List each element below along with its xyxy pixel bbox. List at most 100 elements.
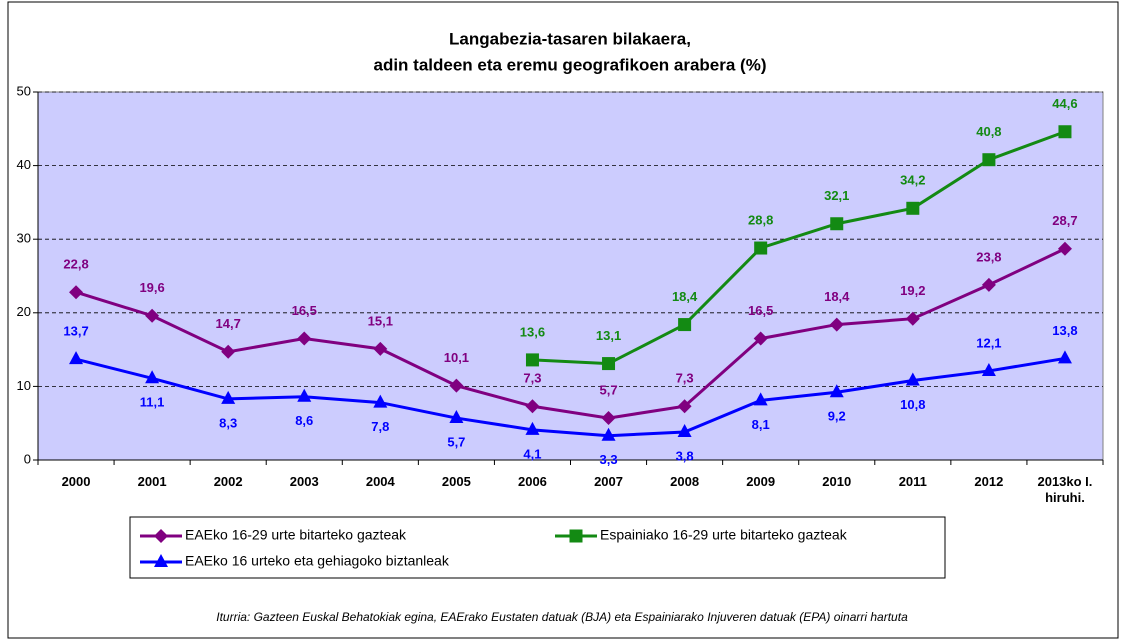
- marker: [981, 362, 996, 376]
- series-line: [75, 247, 1066, 420]
- series-line: [75, 356, 1066, 438]
- x-tick-label: 2002: [213, 474, 243, 489]
- marker: [677, 424, 692, 438]
- data-label: 13,6: [520, 324, 545, 339]
- data-label: 18,4: [824, 289, 850, 304]
- marker: [906, 201, 920, 215]
- data-label: 10,1: [444, 350, 469, 365]
- chart-subtitle: adin taldeen eta eremu geografikoen arab…: [373, 55, 766, 74]
- data-label: 28,8: [748, 212, 773, 227]
- y-tick-label: 0: [24, 451, 31, 466]
- y-tick-label: 50: [17, 83, 31, 98]
- data-label: 28,7: [1052, 213, 1077, 228]
- marker: [221, 344, 236, 359]
- y-tick-label: 20: [17, 304, 31, 319]
- marker: [753, 392, 768, 406]
- marker: [297, 331, 312, 346]
- marker: [525, 421, 540, 435]
- marker: [829, 384, 844, 398]
- marker: [1058, 125, 1072, 139]
- data-label: 32,1: [824, 188, 849, 203]
- plot-area: [37, 91, 1104, 461]
- x-tick-label: 2000: [61, 474, 91, 489]
- marker: [373, 341, 388, 356]
- marker: [373, 394, 388, 408]
- data-label: 12,1: [976, 335, 1001, 350]
- x-tick-label: 2007: [594, 474, 623, 489]
- data-label: 14,7: [216, 316, 241, 331]
- data-label: 15,1: [368, 313, 393, 328]
- legend-box: [129, 516, 946, 579]
- data-label: 13,7: [63, 324, 88, 339]
- data-label: 19,6: [139, 280, 164, 295]
- marker: [982, 153, 996, 167]
- series-line: [532, 130, 1066, 366]
- data-label: 23,8: [976, 249, 1001, 264]
- marker: [753, 331, 768, 346]
- legend-label: Espainiako 16-29 urte bitarteko gazteak: [600, 527, 848, 543]
- data-label: 22,8: [63, 257, 88, 272]
- marker: [154, 529, 168, 543]
- data-label: 44,6: [1052, 96, 1077, 111]
- data-label: 13,8: [1052, 323, 1077, 338]
- data-label: 4,1: [523, 446, 541, 461]
- marker: [525, 399, 540, 414]
- marker: [602, 357, 616, 371]
- marker: [905, 311, 920, 326]
- data-label: 16,5: [292, 303, 317, 318]
- marker: [754, 241, 768, 255]
- marker: [830, 217, 844, 231]
- x-tick-label: 2009: [746, 474, 776, 489]
- x-tick-label: 2005: [441, 474, 471, 489]
- x-tick-label: 2004: [365, 474, 395, 489]
- y-tick-label: 10: [17, 378, 31, 393]
- marker: [525, 353, 539, 367]
- y-tick-label: 40: [17, 157, 31, 172]
- legend-label: EAEko 16-29 urte bitarteko gazteak: [185, 527, 407, 543]
- data-label: 8,3: [219, 415, 237, 430]
- marker: [829, 317, 844, 332]
- x-tick-label: 2010: [822, 474, 852, 489]
- data-label: 7,8: [371, 419, 389, 434]
- data-label: 13,1: [596, 328, 621, 343]
- marker: [297, 388, 312, 402]
- data-label: 9,2: [828, 409, 846, 424]
- marker: [69, 351, 84, 365]
- marker: [69, 285, 84, 300]
- marker: [154, 554, 168, 567]
- x-tick-label: 2001: [137, 474, 167, 489]
- y-tick-label: 30: [17, 231, 31, 246]
- chart-title: Langabezia-tasaren bilakaera,: [449, 29, 691, 48]
- marker: [981, 277, 996, 292]
- marker: [601, 427, 616, 441]
- data-label: 3,3: [599, 452, 617, 467]
- x-tick-label: 2011: [898, 474, 927, 489]
- marker: [145, 370, 160, 384]
- data-label: 8,6: [295, 413, 313, 428]
- marker: [601, 411, 616, 426]
- marker: [905, 372, 920, 386]
- x-tick-label: 2003: [289, 474, 319, 489]
- data-label: 11,1: [140, 395, 165, 410]
- data-label: 10,8: [900, 397, 925, 412]
- data-label: 34,2: [900, 173, 925, 188]
- data-label: 18,4: [672, 289, 698, 304]
- marker: [677, 399, 692, 414]
- x-tick-label: 2008: [670, 474, 700, 489]
- data-label: 8,1: [752, 417, 770, 432]
- x-tick-label: 2012: [974, 474, 1004, 489]
- marker: [1057, 350, 1072, 364]
- data-label: 16,5: [748, 303, 773, 318]
- x-tick-label: 2006: [517, 474, 547, 489]
- marker: [678, 318, 692, 332]
- marker: [221, 390, 236, 404]
- source-note: Iturria: Gazteen Euskal Behatokiak egina…: [216, 610, 908, 624]
- data-label: 40,8: [976, 124, 1001, 139]
- data-label: 5,7: [447, 434, 465, 449]
- legend-label: EAEko 16 urteko eta gehiagoko biztanleak: [185, 553, 450, 569]
- marker: [145, 308, 160, 323]
- data-label: 7,3: [523, 371, 541, 386]
- marker: [449, 410, 464, 424]
